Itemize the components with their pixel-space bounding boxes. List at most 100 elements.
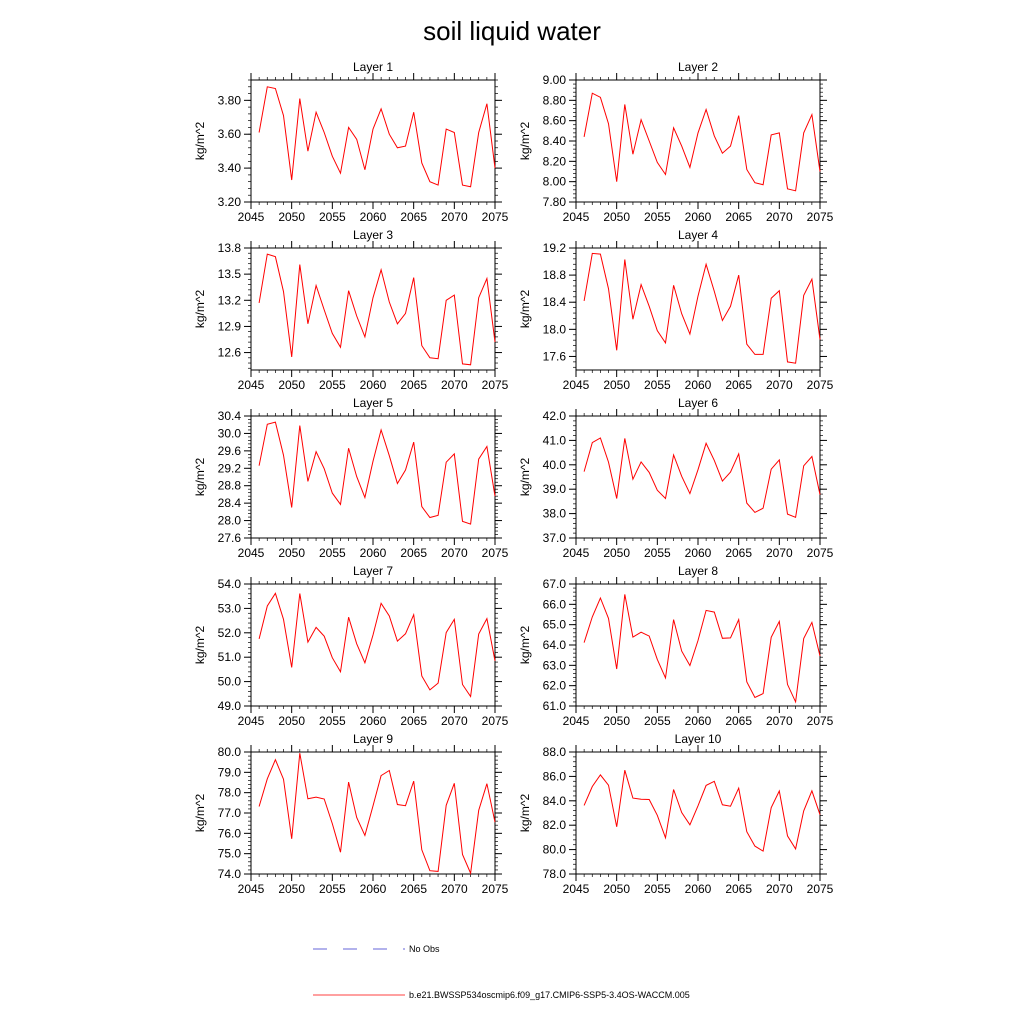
y-tick-label: 52.0 — [218, 626, 242, 640]
x-tick-label: 2070 — [441, 882, 468, 896]
x-tick-label: 2065 — [400, 882, 427, 896]
y-tick-label: 79.0 — [218, 765, 242, 779]
y-tick-label: 13.8 — [218, 241, 242, 255]
x-tick-label: 2065 — [725, 714, 752, 728]
y-tick-label: 30.0 — [218, 426, 242, 440]
x-tick-label: 2060 — [685, 210, 712, 224]
y-axis-label: kg/m^2 — [518, 122, 532, 161]
y-tick-label: 37.0 — [543, 531, 567, 545]
y-tick-label: 65.0 — [543, 618, 567, 632]
y-tick-label: 53.0 — [218, 601, 242, 615]
series-line-1 — [583, 594, 821, 704]
x-tick-label: 2075 — [482, 210, 509, 224]
series-line-1 — [258, 592, 496, 698]
y-tick-label: 61.0 — [543, 699, 567, 713]
y-tick-label: 66.0 — [543, 597, 567, 611]
series-line-1 — [583, 92, 821, 192]
panel-title: Layer 9 — [353, 732, 393, 746]
x-tick-label: 2065 — [725, 210, 752, 224]
panel-title: Layer 6 — [678, 396, 718, 410]
y-tick-label: 13.5 — [218, 267, 242, 281]
plot-frame — [250, 79, 496, 203]
y-tick-label: 9.00 — [543, 73, 567, 87]
panel-title: Layer 1 — [353, 60, 393, 74]
y-tick-label: 18.8 — [543, 268, 567, 282]
y-axis-label: kg/m^2 — [193, 290, 207, 329]
y-axis-label: kg/m^2 — [518, 626, 532, 665]
panel-5: Layer 5 27.6 28.0 28.4 28.8 29.2 29.6 30.0 30.4 2… — [193, 396, 509, 560]
x-tick-label: 2065 — [400, 210, 427, 224]
x-tick-label: 2050 — [603, 882, 630, 896]
y-tick-label: 54.0 — [218, 577, 242, 591]
x-tick-label: 2055 — [644, 210, 671, 224]
y-tick-label: 75.0 — [218, 847, 242, 861]
panel-title: Layer 4 — [678, 228, 718, 242]
x-tick-label: 2050 — [603, 714, 630, 728]
x-tick-label: 2060 — [360, 882, 387, 896]
panel-10: Layer 10 78.0 80.0 82.0 84.0 86.0 88.0 2045 2050… — [518, 732, 834, 896]
plot-frame — [575, 247, 821, 371]
x-tick-label: 2055 — [644, 714, 671, 728]
plot-frame — [250, 751, 496, 875]
x-tick-label: 2060 — [360, 546, 387, 560]
x-tick-label: 2060 — [685, 882, 712, 896]
x-tick-label: 2055 — [319, 882, 346, 896]
y-tick-label: 28.0 — [218, 514, 242, 528]
panel-title: Layer 2 — [678, 60, 718, 74]
y-axis-label: kg/m^2 — [193, 626, 207, 665]
y-tick-label: 80.0 — [543, 843, 567, 857]
x-tick-label: 2060 — [685, 378, 712, 392]
x-tick-label: 2050 — [603, 210, 630, 224]
panel-title: Layer 5 — [353, 396, 393, 410]
x-tick-label: 2050 — [278, 210, 305, 224]
x-tick-label: 2045 — [563, 210, 590, 224]
x-tick-label: 2075 — [807, 882, 834, 896]
legend: No Obs b.e21.BWSSP534oscmip6.f09_g17.CMI… — [313, 944, 690, 1000]
y-tick-label: 8.40 — [543, 134, 567, 148]
x-tick-label: 2065 — [725, 546, 752, 560]
y-axis-label: kg/m^2 — [193, 458, 207, 497]
y-tick-label: 49.0 — [218, 699, 242, 713]
x-tick-label: 2045 — [238, 546, 265, 560]
y-tick-label: 63.0 — [543, 658, 567, 672]
x-tick-label: 2070 — [766, 546, 793, 560]
x-tick-label: 2075 — [482, 546, 509, 560]
y-tick-label: 82.0 — [543, 818, 567, 832]
y-tick-label: 19.2 — [543, 241, 567, 255]
x-tick-label: 2065 — [400, 714, 427, 728]
panels-group: Layer 1 3.20 3.40 3.60 3.80 2045 2050 2055 2060 2… — [193, 60, 834, 896]
y-tick-label: 64.0 — [543, 638, 567, 652]
series-line-1 — [258, 86, 496, 188]
panel-4: Layer 4 17.6 18.0 18.4 18.8 19.2 2045 2050 2055 2… — [518, 228, 834, 392]
x-tick-label: 2055 — [644, 882, 671, 896]
x-tick-label: 2045 — [563, 714, 590, 728]
y-tick-label: 42.0 — [543, 409, 567, 423]
y-tick-label: 78.0 — [543, 867, 567, 881]
panel-7: Layer 7 49.0 50.0 51.0 52.0 53.0 54.0 2045 2050 2… — [193, 564, 509, 728]
x-tick-label: 2055 — [319, 546, 346, 560]
x-tick-label: 2060 — [360, 714, 387, 728]
x-tick-label: 2060 — [360, 210, 387, 224]
series-line-1 — [258, 421, 496, 525]
panel-8: Layer 8 61.0 62.0 63.0 64.0 65.0 66.0 67.0 2045 2… — [518, 564, 834, 728]
series-line-1 — [258, 753, 496, 876]
y-tick-label: 8.80 — [543, 93, 567, 107]
x-tick-label: 2070 — [766, 210, 793, 224]
chart-title: soil liquid water — [423, 16, 601, 46]
y-tick-label: 3.20 — [218, 195, 242, 209]
x-tick-label: 2070 — [766, 378, 793, 392]
panel-9: Layer 9 74.0 75.0 76.0 77.0 78.0 79.0 80.0 2045 2… — [193, 732, 509, 896]
y-tick-label: 18.4 — [543, 295, 567, 309]
y-tick-label: 8.00 — [543, 175, 567, 189]
x-tick-label: 2045 — [238, 882, 265, 896]
series-line-1 — [258, 253, 496, 366]
y-axis-label: kg/m^2 — [518, 794, 532, 833]
x-tick-label: 2070 — [441, 210, 468, 224]
y-tick-label: 3.40 — [218, 161, 242, 175]
x-tick-label: 2070 — [766, 882, 793, 896]
x-tick-label: 2060 — [360, 378, 387, 392]
panel-title: Layer 10 — [675, 732, 722, 746]
x-tick-label: 2045 — [563, 882, 590, 896]
y-tick-label: 17.6 — [543, 349, 567, 363]
